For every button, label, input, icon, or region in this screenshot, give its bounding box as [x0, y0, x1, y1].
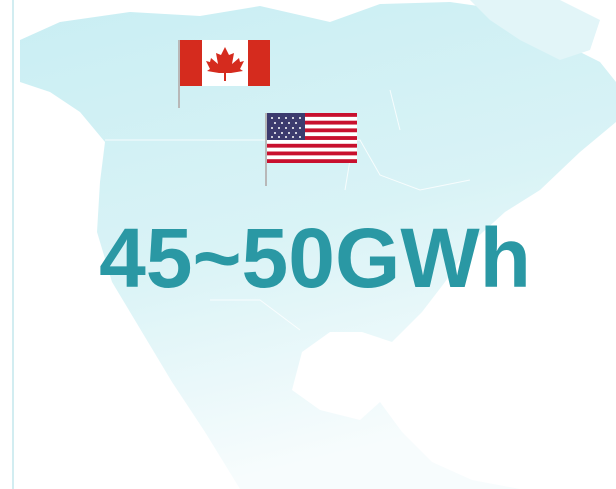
greenland [470, 0, 600, 60]
capacity-headline: 45~50GWh [99, 211, 531, 305]
north-america-map [20, 2, 616, 489]
usa-flag [265, 113, 357, 186]
borders [105, 89, 471, 331]
canada-flag [178, 40, 270, 108]
